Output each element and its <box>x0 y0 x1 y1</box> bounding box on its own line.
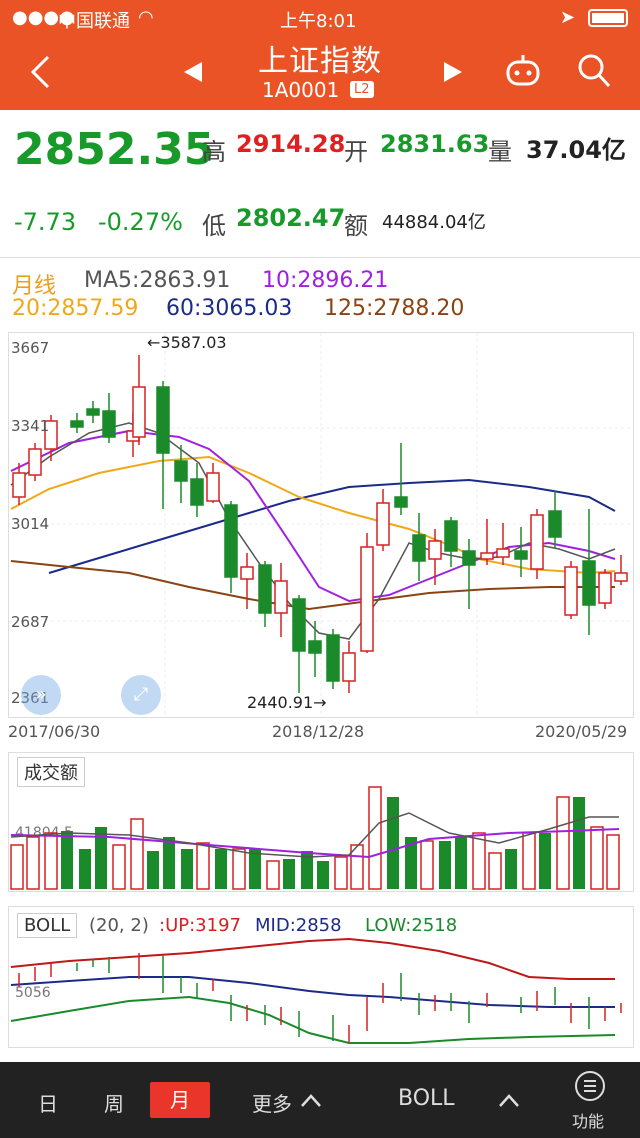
current-price: 2852.35 <box>14 124 215 175</box>
boll-label[interactable]: BOLL <box>17 913 78 938</box>
amount-value: 44884.04亿 <box>382 212 486 233</box>
max-price-label: ←3587.03 <box>147 333 227 352</box>
chevron-up-icon[interactable] <box>498 1092 520 1108</box>
y-tick: 3014 <box>11 515 50 533</box>
carrier: 中国联通 <box>58 11 130 32</box>
change-value: -7.73 <box>14 208 77 236</box>
boll-svg <box>10 937 622 1044</box>
back-icon[interactable] <box>28 54 52 90</box>
tab-day[interactable]: 日 <box>38 1092 58 1116</box>
battery-icon <box>588 9 628 27</box>
prev-stock-icon[interactable] <box>182 60 206 84</box>
signal-icon: ●●●● <box>12 7 75 28</box>
tab-week[interactable]: 周 <box>104 1092 124 1116</box>
robot-icon[interactable] <box>504 52 542 90</box>
open-value: 2831.63 <box>380 130 490 158</box>
date-start: 2017/06/30 <box>8 722 101 741</box>
boll-low: LOW:2518 <box>365 915 458 936</box>
more-button[interactable]: 更多 <box>252 1092 292 1116</box>
ma10-value: 10:2896.21 <box>262 268 389 293</box>
period-label[interactable]: 月线 <box>12 274 57 299</box>
amount-label: 额 <box>344 212 368 240</box>
low-value: 2802.47 <box>236 204 346 232</box>
page-title: 上证指数 <box>258 44 382 79</box>
next-stock-icon[interactable] <box>440 60 464 84</box>
ma60-value: 60:3065.03 <box>166 296 293 321</box>
boll-chart[interactable]: BOLL (20, 2) :UP:3197 MID:2858 LOW:2518 … <box>8 906 634 1048</box>
ma20-value: 20:2857.59 <box>12 296 139 321</box>
location-icon: ➤ <box>560 7 576 28</box>
high-value: 2914.28 <box>236 130 346 158</box>
date-end: 2020/05/29 <box>535 722 628 741</box>
high-label: 高 <box>202 138 226 166</box>
volume-svg <box>10 786 620 890</box>
collapse-icon[interactable]: » <box>21 675 61 715</box>
change-percent: -0.27% <box>98 208 183 236</box>
quote-panel: 2852.35 高 2914.28 开 2831.63 量 37.04亿 -7.… <box>0 110 640 258</box>
bottom-toolbar: 日 周 月 更多 BOLL 功能 <box>0 1062 640 1138</box>
y-tick: 2361 <box>11 689 50 707</box>
boll-up: :UP:3197 <box>159 915 241 936</box>
chevron-up-icon[interactable] <box>300 1092 322 1108</box>
boll-mid: MID:2858 <box>255 915 342 936</box>
status-bar: ●●●● 中国联通 ◠ 上午8:01 ➤ <box>0 0 640 36</box>
tab-month[interactable]: 月 <box>150 1082 210 1118</box>
fullscreen-icon[interactable]: ⤢ <box>121 675 161 715</box>
wifi-icon: ◠ <box>138 7 154 28</box>
kline-chart[interactable]: 3667 3341 3014 2687 2361 ←3587.03 2440.9… <box>8 332 634 718</box>
volume-chart[interactable]: 成交额 41804.5 <box>8 752 634 892</box>
level2-badge: L2 <box>350 81 374 98</box>
open-label: 开 <box>344 138 368 166</box>
volume-label: 量 <box>488 138 512 166</box>
y-tick: 3341 <box>11 417 50 435</box>
boll-axis-label: 5056 <box>15 985 51 1001</box>
y-tick: 3667 <box>11 339 50 357</box>
date-mid: 2018/12/28 <box>272 722 365 741</box>
min-price-label: 2440.91→ <box>247 693 327 712</box>
function-button[interactable]: 功能 <box>572 1112 605 1131</box>
indicator-selector[interactable]: BOLL <box>398 1086 455 1111</box>
y-tick: 2687 <box>11 613 50 631</box>
stock-code: 1A0001 <box>262 78 340 102</box>
candles <box>12 355 628 693</box>
low-label: 低 <box>202 212 226 240</box>
nav-bar: 上证指数 1A0001 L2 <box>0 36 640 110</box>
ma5-value: MA5:2863.91 <box>84 268 231 293</box>
clock: 上午8:01 <box>280 11 357 32</box>
boll-params: (20, 2) <box>89 915 149 936</box>
volume-title: 成交额 <box>17 757 85 787</box>
ma125-value: 125:2788.20 <box>324 296 465 321</box>
kline-svg <box>9 333 633 717</box>
volume-value: 37.04亿 <box>526 136 626 164</box>
search-icon[interactable] <box>576 52 612 90</box>
menu-icon[interactable] <box>574 1070 606 1102</box>
